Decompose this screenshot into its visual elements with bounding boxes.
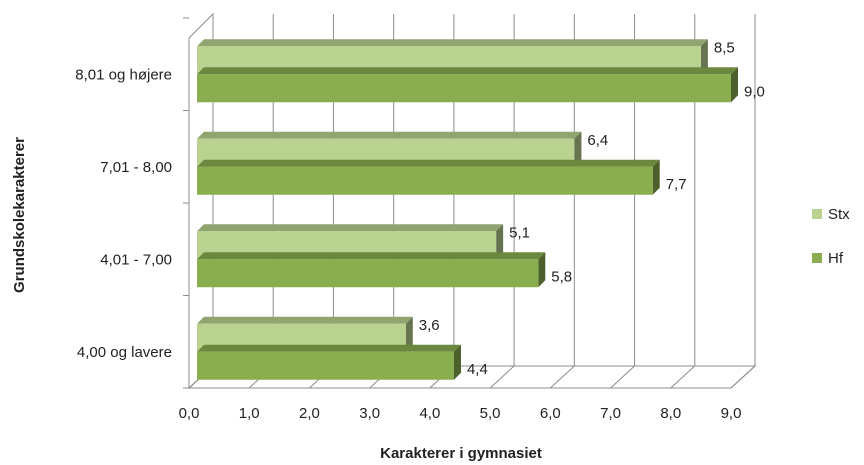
data-labels: 3,6 4,4 5,1 5,8 6,4 7,7 8,5 9,0 — [419, 39, 765, 378]
data-label-stx: 8,5 — [714, 39, 735, 56]
x-tick-labels: 0,0 1,0 2,0 3,0 4,0 5,0 6,0 7,0 8,0 9,0 — [179, 405, 742, 422]
bar-side-stx — [700, 39, 708, 75]
data-label-hf: 4,4 — [467, 361, 488, 378]
bar-top-stx — [197, 39, 708, 47]
x-tick-label: 2,0 — [299, 405, 320, 422]
gridline-floor — [549, 365, 575, 389]
bar-top-hf — [197, 344, 461, 352]
y-tick-label: 7,01 - 8,00 — [100, 159, 172, 176]
legend-swatch-hf — [812, 253, 822, 263]
legend-label-stx: Stx — [828, 206, 850, 223]
bar-top-stx — [197, 224, 504, 232]
data-label-stx: 5,1 — [509, 224, 530, 241]
gridline-floor — [670, 365, 696, 389]
y-tick-label: 8,01 og højere — [75, 66, 172, 83]
bar-hf — [197, 166, 653, 195]
bar-side-hf — [731, 67, 738, 103]
y-axis-title: Grundskolekarakterer — [11, 137, 28, 293]
x-tick-label: 6,0 — [540, 405, 561, 422]
data-label-hf: 9,0 — [744, 83, 765, 100]
legend-label-hf: Hf — [828, 250, 844, 267]
x-tick-label: 8,0 — [660, 405, 681, 422]
bar-top-stx — [197, 316, 413, 324]
bar-top-stx — [197, 131, 582, 139]
bar-hf — [197, 351, 454, 380]
x-tick-label: 7,0 — [600, 405, 621, 422]
bar-side-hf — [538, 252, 546, 288]
bar-hf — [197, 259, 539, 288]
bar-side-stx — [496, 224, 504, 260]
bar-side-stx — [405, 316, 413, 352]
data-label-stx: 3,6 — [419, 317, 440, 334]
gridline-floor — [730, 365, 756, 389]
data-label-hf: 5,8 — [551, 268, 572, 285]
bar-hf — [197, 74, 731, 103]
x-tick-label: 5,0 — [480, 405, 501, 422]
data-label-stx: 6,4 — [587, 132, 608, 149]
legend: Stx Hf — [812, 206, 850, 267]
x-axis-title: Karakterer i gymnasiet — [380, 445, 542, 462]
bar-top-hf — [197, 67, 738, 75]
bar-top-hf — [197, 159, 660, 167]
bar-side-hf — [652, 159, 660, 195]
y-tick-label: 4,00 og lavere — [77, 344, 172, 361]
gridline-floor — [610, 365, 635, 389]
gridline-floor — [489, 365, 515, 389]
bars — [197, 39, 738, 380]
x-tick-label: 3,0 — [359, 405, 380, 422]
bar-side-stx — [574, 131, 582, 167]
x-tick-label: 4,0 — [419, 405, 440, 422]
y-tick-labels: 4,00 og lavere 4,01 - 7,00 7,01 - 8,00 8,01… — [75, 66, 172, 361]
bar-top-hf — [197, 252, 546, 260]
bar-side-hf — [453, 344, 461, 380]
x-tick-label: 9,0 — [721, 405, 742, 422]
y-tick-label: 4,01 - 7,00 — [100, 251, 172, 268]
x-tick-label: 1,0 — [239, 405, 260, 422]
x-tick-label: 0,0 — [179, 405, 200, 422]
data-label-hf: 7,7 — [666, 176, 687, 193]
legend-swatch-stx — [812, 209, 822, 219]
